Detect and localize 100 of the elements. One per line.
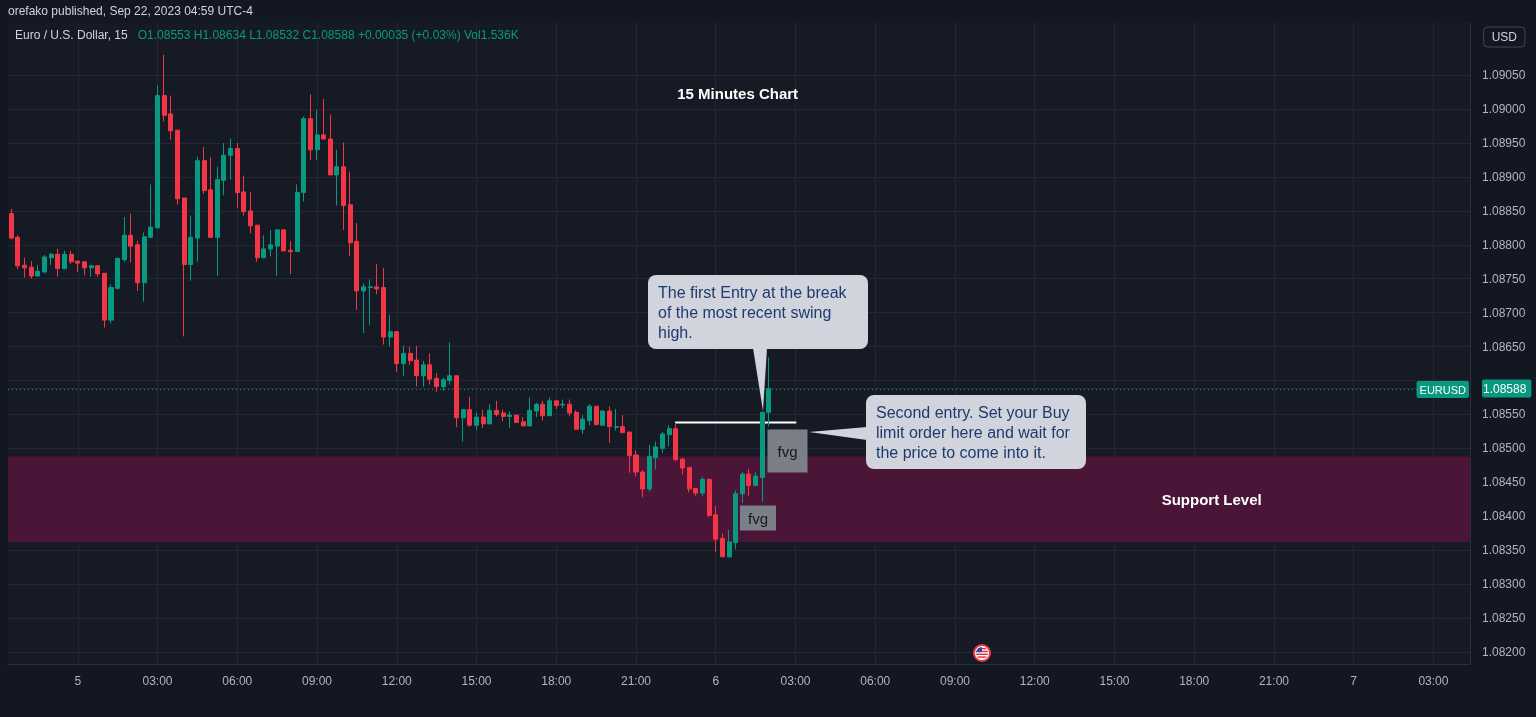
- y-tick-label: 1.08588: [1483, 381, 1527, 396]
- x-tick-label: 21:00: [620, 674, 652, 688]
- candlestick: [474, 411, 479, 431]
- candlestick: [29, 260, 34, 280]
- candlestick: [288, 240, 293, 275]
- candlestick: [394, 331, 399, 373]
- candlestick: [421, 360, 426, 388]
- candlestick: [567, 398, 572, 417]
- annotation: Second entry. Set your Buy limit order here and wait for the price to come into it.: [876, 403, 1075, 461]
- x-tick-label: 5: [74, 674, 82, 688]
- y-tick-label: 1.08400: [1482, 509, 1526, 524]
- candlestick: [155, 84, 160, 230]
- y-tick-label: 1.08250: [1482, 610, 1526, 625]
- y-tick-label: 1.09000: [1482, 102, 1526, 117]
- y-tick-label: 1.08950: [1482, 136, 1526, 151]
- text: 15 Minutes Chart: [677, 85, 799, 102]
- candlestick: [248, 191, 253, 234]
- x-tick-label: 21:00: [1258, 674, 1290, 688]
- candlestick: [401, 345, 406, 377]
- candlestick: [673, 422, 678, 462]
- annotation: The first Entry at the break of the most recent swing high.: [658, 283, 851, 341]
- x-tick-label: 09:00: [302, 674, 333, 688]
- candlestick: [341, 141, 346, 231]
- candlestick: [388, 314, 393, 348]
- candlestick: [82, 260, 87, 276]
- candlestick: [321, 98, 326, 141]
- y-tick-label: 1.08900: [1482, 169, 1526, 184]
- candlestick: [22, 257, 27, 278]
- ref-line-label: EURUSD: [1419, 383, 1467, 396]
- x-tick-label: 12:00: [381, 674, 413, 688]
- candlestick: [228, 137, 233, 181]
- candlestick: [42, 254, 47, 274]
- candlestick: [594, 405, 599, 426]
- candlestick: [95, 264, 100, 278]
- candlestick: [89, 264, 94, 278]
- x-tick-label: 06:00: [222, 674, 253, 688]
- y-tick-label: 1.08550: [1482, 407, 1526, 422]
- candlestick: [434, 372, 439, 393]
- candlestick: [255, 224, 260, 263]
- candlestick: [620, 414, 625, 434]
- candlestick: [55, 248, 60, 278]
- candlestick: [554, 400, 559, 410]
- candlestick: [507, 411, 512, 429]
- annotation: fvg: [747, 509, 769, 527]
- candlestick: [361, 282, 366, 334]
- candlestick: [467, 396, 472, 428]
- candlestick: [481, 409, 486, 429]
- candlestick: [334, 149, 339, 206]
- candlestick: [102, 272, 107, 329]
- candlestick: [660, 431, 665, 454]
- candlestick: [261, 234, 266, 259]
- x-tick-label: 7: [1350, 674, 1358, 688]
- y-tick-label: 1.08800: [1482, 237, 1526, 252]
- candlestick: [607, 405, 612, 444]
- annotation: fvg: [777, 442, 798, 460]
- candlestick: [501, 409, 506, 422]
- text: orefako published, Sep 22, 2023 04:59 UTC-4: [8, 4, 254, 18]
- candlestick: [560, 398, 565, 409]
- candlestick: [521, 416, 526, 427]
- candlestick: [746, 468, 751, 497]
- y-tick-label: 1.08350: [1482, 543, 1526, 558]
- candlestick: [381, 267, 386, 346]
- candlestick: [580, 414, 585, 435]
- candlestick: [547, 396, 552, 417]
- candlestick: [720, 533, 725, 558]
- candlestick: [62, 250, 67, 270]
- candlestick: [175, 129, 180, 206]
- x-tick-label: 15:00: [1099, 674, 1130, 688]
- candlestick: [587, 403, 592, 426]
- candlestick: [740, 471, 745, 504]
- candlestick: [368, 278, 373, 326]
- y-axis-title: USD: [1491, 30, 1518, 44]
- candlestick: [527, 396, 532, 427]
- candlestick: [454, 375, 459, 428]
- x-tick-label: 09:00: [939, 674, 971, 688]
- candlestick: [188, 215, 193, 282]
- x-tick-label: 18:00: [541, 674, 572, 688]
- candlestick: [534, 402, 539, 418]
- y-tick-label: 1.08850: [1482, 203, 1526, 218]
- y-tick-label: 1.08300: [1482, 576, 1526, 591]
- y-tick-label: 1.08750: [1482, 271, 1526, 286]
- x-tick-label: 6: [712, 674, 720, 688]
- x-tick-label: 15:00: [461, 674, 492, 688]
- candlestick: [315, 109, 320, 161]
- candlestick: [427, 352, 432, 386]
- chart-subtitle: Euro / U.S. Dollar, 15: [15, 28, 129, 42]
- candlestick: [680, 457, 685, 476]
- x-tick-label: 06:00: [860, 674, 891, 688]
- annotation: O1.08553 H1.08634 L1.08532 C1.08588 +0.00035 (+0.03%) Vol1.536K: [137, 28, 519, 42]
- candlestick: [461, 409, 466, 443]
- y-tick-label: 1.08450: [1482, 475, 1526, 490]
- candlestick: [275, 228, 280, 277]
- candlestick: [308, 93, 313, 161]
- candlestick: [135, 240, 140, 292]
- y-tick-label: 1.08200: [1482, 644, 1526, 659]
- candlestick: [374, 263, 379, 295]
- candlestick: [753, 471, 758, 487]
- candlestick: [600, 409, 605, 426]
- candlestick: [328, 114, 333, 176]
- candlestick: [574, 409, 579, 430]
